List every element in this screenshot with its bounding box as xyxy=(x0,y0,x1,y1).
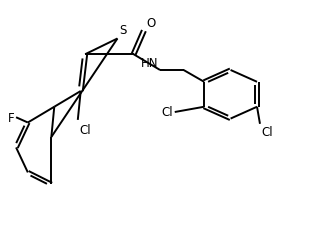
Text: HN: HN xyxy=(141,56,158,69)
Text: Cl: Cl xyxy=(79,123,91,136)
Text: O: O xyxy=(147,17,156,30)
Text: Cl: Cl xyxy=(261,126,273,139)
Text: S: S xyxy=(119,24,126,37)
Text: Cl: Cl xyxy=(162,106,173,119)
Text: F: F xyxy=(8,111,15,124)
